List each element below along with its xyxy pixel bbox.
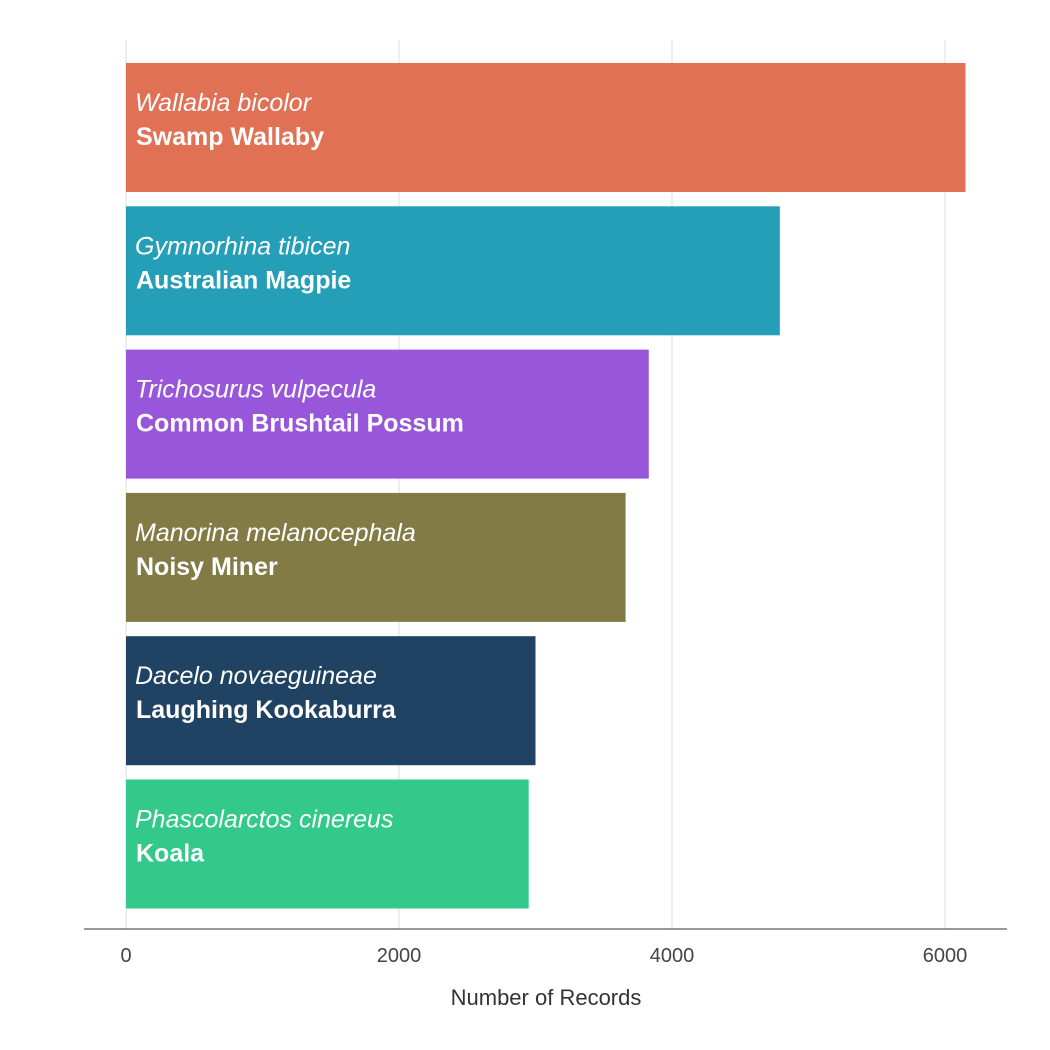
bar-koala: [126, 779, 529, 909]
x-tick-label: 0: [120, 945, 131, 967]
bar-common-name: Laughing Kookaburra: [136, 696, 397, 724]
x-tick-label: 6000: [923, 945, 968, 967]
bar-scientific-name: Trichosurus vulpecula: [135, 376, 376, 404]
bar-scientific-name: Gymnorhina tibicen: [135, 232, 350, 260]
x-tick-label: 4000: [650, 945, 695, 967]
bar-swamp-wallaby: [126, 63, 966, 192]
bar-common-brushtail-possum: [126, 349, 649, 479]
bar-scientific-name: Manorina melanocephala: [135, 519, 416, 547]
x-tick-label: 2000: [377, 945, 422, 967]
bar-noisy-miner: [126, 492, 626, 622]
x-axis-title: Number of Records: [451, 985, 642, 1010]
bar-scientific-name: Wallabia bicolor: [135, 89, 313, 117]
bar-common-name: Common Brushtail Possum: [136, 410, 464, 438]
bar-common-name: Swamp Wallaby: [136, 123, 324, 151]
bar-common-name: Koala: [136, 840, 205, 868]
bar-common-name: Australian Magpie: [136, 266, 351, 294]
bar-labels: Wallabia bicolor Swamp Wallaby Gymnorhina …: [135, 89, 464, 868]
bars: [126, 63, 966, 909]
bar-common-name: Noisy Miner: [136, 553, 278, 581]
bar-scientific-name: Dacelo novaeguineae: [135, 662, 377, 690]
bar-laughing-kookaburra: [126, 636, 536, 766]
bar-scientific-name: Phascolarctos cinereus: [135, 806, 393, 834]
bar-australian-magpie: [126, 206, 780, 336]
x-axis-ticks: 0 2000 4000 6000: [120, 945, 967, 967]
